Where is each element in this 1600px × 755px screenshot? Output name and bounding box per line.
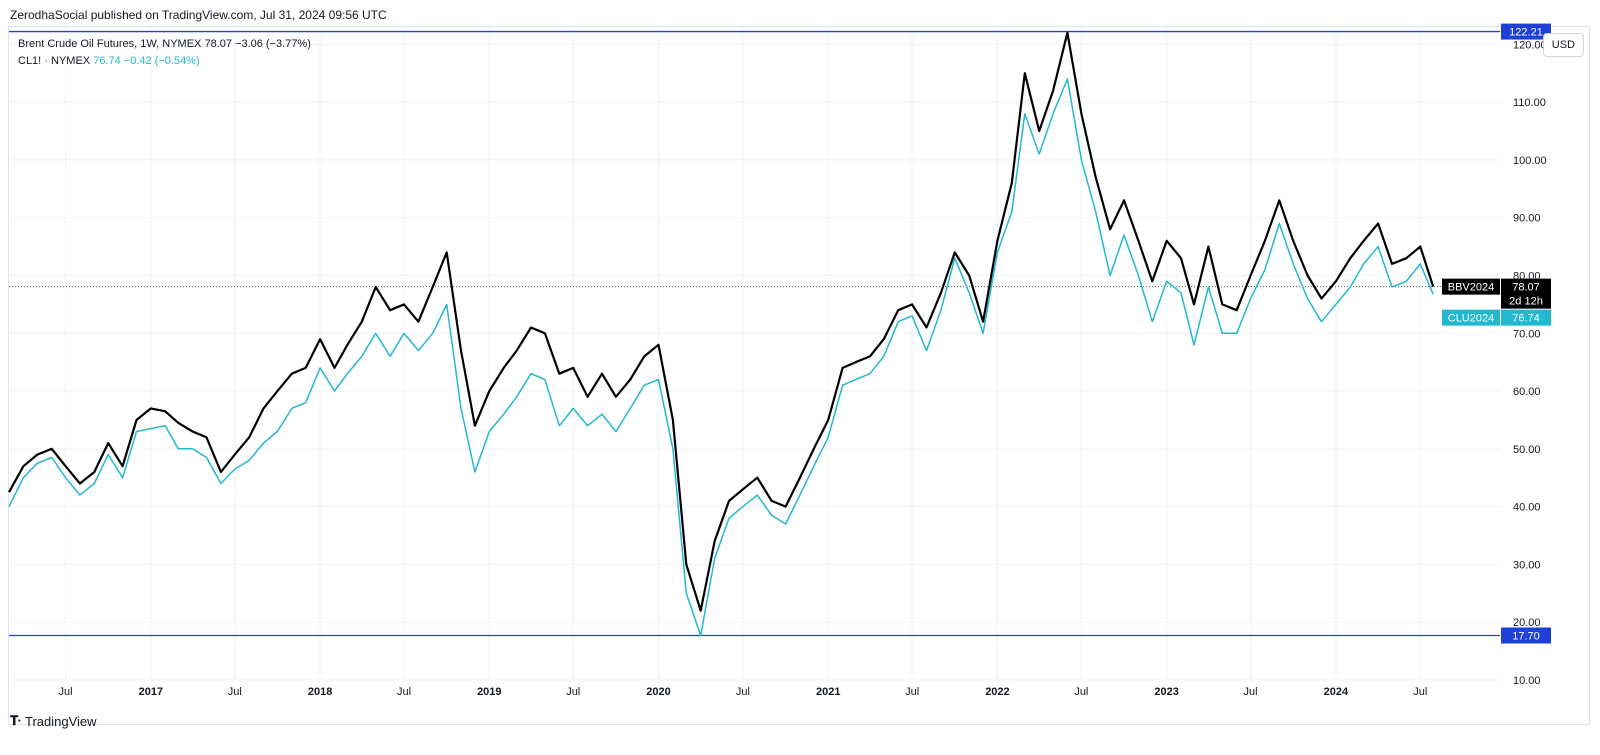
- series-name-tag-wti: [1442, 309, 1500, 326]
- y-axis: 10.0020.0030.0040.0050.0060.0070.0080.00…: [1513, 39, 1547, 687]
- legend-main[interactable]: Brent Crude Oil Futures, 1W, NYMEX 78.07…: [18, 36, 311, 53]
- currency-button[interactable]: USD: [1542, 33, 1584, 57]
- chart-legend: Brent Crude Oil Futures, 1W, NYMEX 78.07…: [18, 36, 311, 70]
- y-tick-label: 110.00: [1513, 97, 1546, 109]
- x-tick-label: 2022: [985, 686, 1009, 698]
- legend-compare[interactable]: CL1! · NYMEX 76.74 −0.42 (−0.54%): [18, 53, 311, 70]
- x-tick-label: Jul: [905, 686, 919, 698]
- y-tick-label: 10.00: [1513, 675, 1541, 687]
- horizontal-lines: 122.21 17.70: [9, 23, 1551, 644]
- legend-compare-value: 76.74: [93, 55, 121, 67]
- series-value-wti: 76.74: [1512, 313, 1540, 325]
- tradingview-logo[interactable]: 𝐓∙ TradingView: [10, 713, 97, 729]
- series-line-BBV2024[interactable]: [8, 31, 1435, 612]
- horizontal-line-tag: [1501, 627, 1551, 644]
- x-tick-label: Jul: [397, 686, 411, 698]
- x-axis: Jul 2017 Jul 2018 Jul 2019 Jul 2020 Jul 2021 Jul 20…: [59, 686, 1428, 698]
- tradingview-icon: 𝐓∙: [10, 713, 21, 728]
- publish-attribution: ZerodhaSocial published on TradingView.c…: [10, 8, 387, 22]
- horizontal-line-label: 17.70: [1512, 631, 1540, 643]
- y-tick-label: 60.00: [1513, 386, 1541, 398]
- series-value-tag-wti: [1501, 309, 1551, 326]
- x-tick-label: 2021: [816, 686, 840, 698]
- series-countdown-brent: 2d 12h: [1509, 296, 1543, 308]
- tradingview-label: TradingView: [24, 713, 97, 729]
- chart-frame: [8, 26, 1590, 725]
- x-tick-label: 2019: [477, 686, 501, 698]
- horizontal-line-tag: [1501, 23, 1551, 40]
- x-tick-label: 2023: [1154, 686, 1178, 698]
- legend-main-symbol: Brent Crude Oil Futures, 1W, NYMEX: [18, 38, 202, 50]
- legend-main-value: 78.07: [204, 38, 232, 50]
- y-tick-label: 50.00: [1513, 444, 1541, 456]
- x-tick-label: Jul: [1244, 686, 1258, 698]
- x-tick-label: Jul: [1413, 686, 1427, 698]
- y-tick-label: 40.00: [1513, 502, 1541, 514]
- horizontal-line-label: 122.21: [1509, 27, 1543, 39]
- series-value-brent: 78.07: [1512, 282, 1540, 294]
- x-tick-label: Jul: [566, 686, 580, 698]
- x-tick-label: Jul: [1074, 686, 1088, 698]
- x-tick-label: Jul: [228, 686, 242, 698]
- y-tick-label: 70.00: [1513, 328, 1541, 340]
- legend-compare-change: −0.42 (−0.54%): [123, 55, 200, 67]
- chart-grid: [9, 27, 1500, 681]
- series-name-tag-brent: [1442, 278, 1500, 295]
- x-tick-label: 2017: [139, 686, 163, 698]
- series-name-brent: BBV2024: [1448, 282, 1494, 294]
- y-tick-label: 20.00: [1513, 617, 1541, 629]
- x-tick-label: 2024: [1324, 686, 1349, 698]
- y-tick-label: 30.00: [1513, 559, 1541, 571]
- y-tick-label: 100.00: [1513, 155, 1547, 167]
- legend-main-change: −3.06 (−3.77%): [235, 38, 311, 50]
- series-name-wti: CLU2024: [1448, 313, 1494, 325]
- y-tick-label: 90.00: [1513, 213, 1541, 225]
- legend-compare-symbol: CL1! · NYMEX: [18, 55, 91, 67]
- series-line-CLU2024[interactable]: [8, 78, 1434, 637]
- series-lines: [8, 31, 1435, 637]
- y-tick-label: 120.00: [1513, 39, 1547, 51]
- series-value-tag-brent: [1501, 278, 1551, 309]
- x-tick-label: Jul: [736, 686, 750, 698]
- price-tags: BBV2024 78.07 2d 12h CLU2024 76.74: [1442, 278, 1551, 326]
- x-tick-label: 2020: [646, 686, 670, 698]
- x-tick-label: Jul: [59, 686, 73, 698]
- x-tick-label: 2018: [308, 686, 332, 698]
